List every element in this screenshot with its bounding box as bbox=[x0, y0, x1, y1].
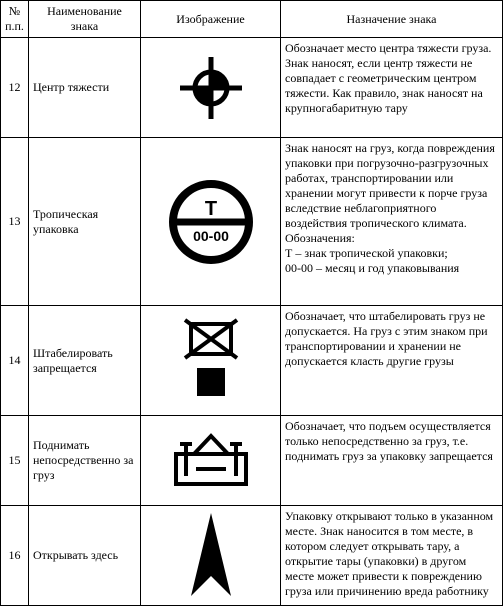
row-num: 13 bbox=[1, 138, 29, 306]
col-header-desc: Назначение знака bbox=[281, 1, 503, 38]
row-image bbox=[141, 506, 281, 606]
table-row: 13 Тропическая упаковка T 00-00 Знак нан… bbox=[1, 138, 503, 306]
svg-text:T: T bbox=[204, 198, 216, 220]
row-image bbox=[141, 306, 281, 416]
no-stacking-icon bbox=[171, 316, 251, 406]
row-image bbox=[141, 416, 281, 506]
row-desc: Обозначает, что подъем осуществляется то… bbox=[281, 416, 503, 506]
col-header-image: Изображение bbox=[141, 1, 281, 38]
row-num: 16 bbox=[1, 506, 29, 606]
table-row: 15 Поднимать непосредственно за груз Обо… bbox=[1, 416, 503, 506]
row-image bbox=[141, 38, 281, 138]
open-here-icon bbox=[181, 511, 241, 601]
row-desc: Упаковку открывают только в указанном ме… bbox=[281, 506, 503, 606]
row-name: Штабелировать запрещается bbox=[29, 306, 141, 416]
row-desc: Знак наносят на груз, когда повреждения … bbox=[281, 138, 503, 306]
row-name: Поднимать непосредственно за груз bbox=[29, 416, 141, 506]
row-name: Тропическая упаковка bbox=[29, 138, 141, 306]
signs-table: № п.п. Наименование знака Изображение На… bbox=[0, 0, 503, 606]
row-num: 14 bbox=[1, 306, 29, 416]
col-header-name: Наименование знака bbox=[29, 1, 141, 38]
table-row: 12 Центр тяжести Обозначает место центра… bbox=[1, 38, 503, 138]
row-num: 15 bbox=[1, 416, 29, 506]
row-desc: Обозначает место центра тяжести груза. З… bbox=[281, 38, 503, 138]
tropical-packing-icon: T 00-00 bbox=[166, 177, 256, 267]
row-desc: Обозначает, что штабелировать груз не до… bbox=[281, 306, 503, 416]
header-row: № п.п. Наименование знака Изображение На… bbox=[1, 1, 503, 38]
lift-by-cargo-icon bbox=[166, 426, 256, 496]
svg-text:00-00: 00-00 bbox=[193, 228, 229, 244]
table-row: 16 Открывать здесь Упаковку открывают то… bbox=[1, 506, 503, 606]
col-header-num: № п.п. bbox=[1, 1, 29, 38]
table-row: 14 Штабелировать запрещается Обозначает,… bbox=[1, 306, 503, 416]
row-num: 12 bbox=[1, 38, 29, 138]
row-name: Центр тяжести bbox=[29, 38, 141, 138]
row-name: Открывать здесь bbox=[29, 506, 141, 606]
row-image: T 00-00 bbox=[141, 138, 281, 306]
center-of-gravity-icon bbox=[176, 53, 246, 123]
